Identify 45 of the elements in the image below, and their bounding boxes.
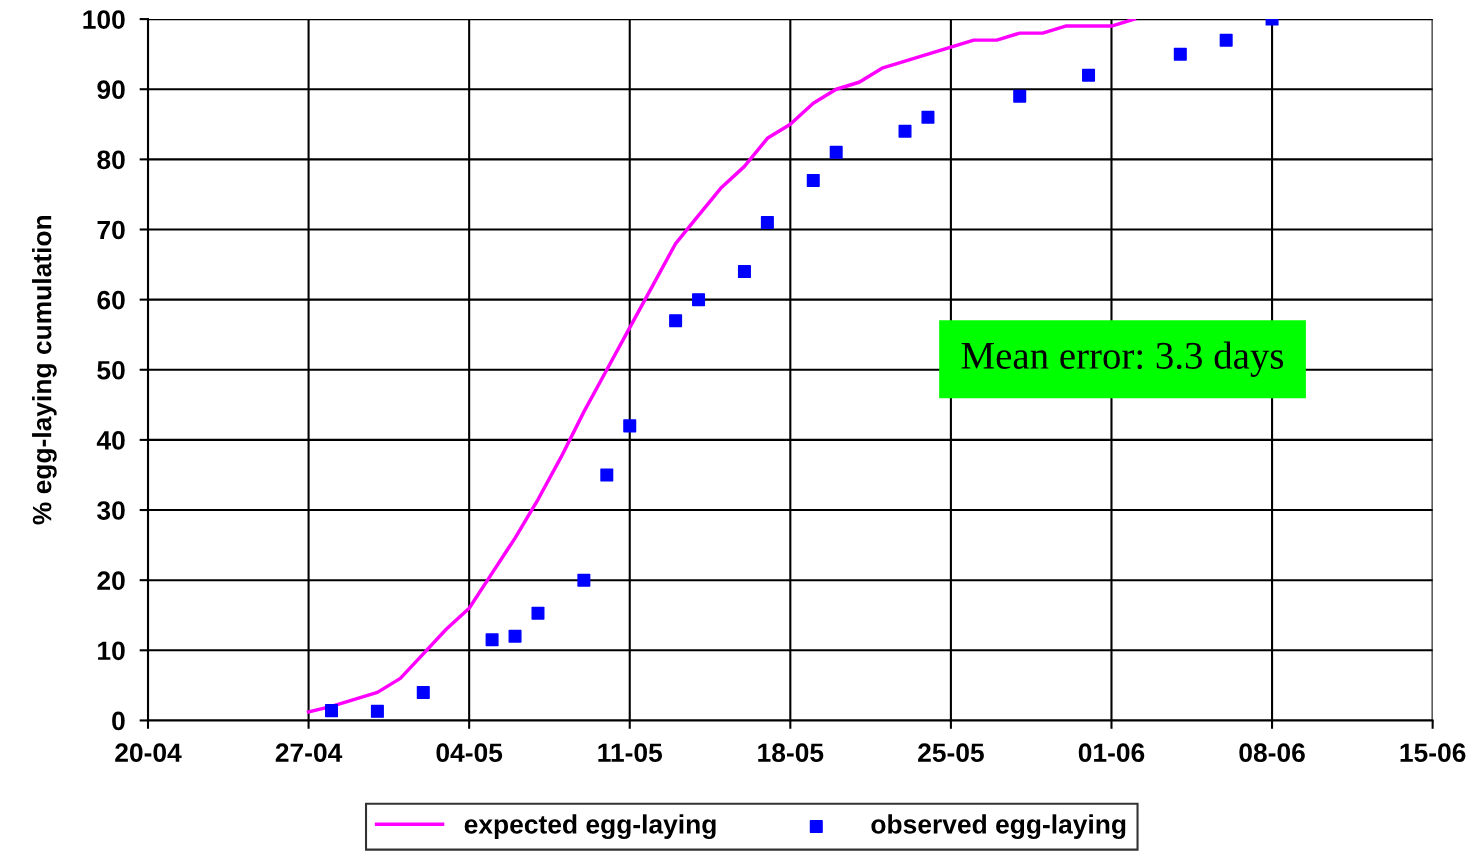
point (921, 110, 935, 124)
y-tick-label: 100 (83, 10, 125, 29)
x-tick-label: 18-05 (758, 743, 824, 763)
x-tick-label: 01-06 (1078, 743, 1145, 763)
x-tick-label: 25-05 (918, 743, 984, 763)
y-tick-label: 10 (98, 641, 125, 661)
point (669, 314, 683, 328)
point (692, 293, 706, 307)
x-tick-label: 04-05 (436, 743, 503, 763)
legend-label: expected egg-laying (464, 814, 716, 840)
point (1173, 47, 1187, 61)
y-tick-label: 20 (97, 571, 125, 590)
y-tick-label: 70 (97, 220, 125, 240)
annotation: Mean error: 3.3 days (961, 341, 1284, 377)
point (806, 173, 820, 187)
point (1219, 33, 1233, 47)
point (737, 265, 751, 279)
point (1013, 89, 1027, 103)
point (370, 704, 384, 718)
point (531, 606, 545, 620)
legend-label: observed egg-laying (871, 814, 1126, 840)
y-axis-title: % egg-laying cumulation (32, 215, 57, 525)
point (898, 124, 912, 138)
x-tick-label: 08-06 (1239, 743, 1305, 763)
point (577, 573, 591, 587)
point (760, 215, 774, 229)
x-tick-label: 20-04 (115, 743, 182, 763)
point (623, 419, 637, 433)
point (829, 145, 843, 159)
y-tick-label: 80 (97, 150, 125, 170)
point (325, 704, 339, 718)
x-tick-label: 15-06 (1400, 743, 1466, 763)
point (600, 468, 614, 482)
y-tick-label: 30 (97, 501, 125, 520)
y-tick-label: 50 (97, 360, 125, 380)
point (485, 633, 499, 647)
y-tick-label: 90 (97, 80, 125, 100)
x-tick-label: 11-05 (598, 743, 663, 763)
y-tick-label: 60 (97, 290, 125, 310)
point (508, 629, 522, 643)
x-tick-label: 27-04 (275, 743, 343, 763)
point (416, 685, 430, 699)
point (1082, 68, 1096, 82)
y-tick-label: 0 (112, 711, 125, 731)
y-tick-label: 40 (96, 431, 125, 450)
